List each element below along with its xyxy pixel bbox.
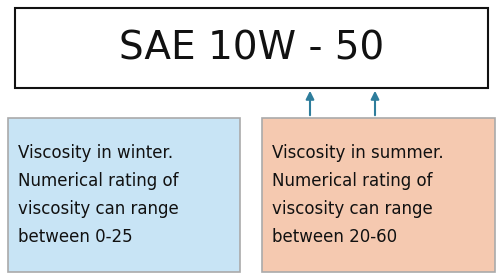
Text: Viscosity in summer.
Numerical rating of
viscosity can range
between 20-60: Viscosity in summer. Numerical rating of… — [272, 144, 444, 246]
Text: SAE 10W - 50: SAE 10W - 50 — [119, 29, 384, 67]
FancyBboxPatch shape — [262, 118, 495, 272]
FancyBboxPatch shape — [8, 118, 240, 272]
FancyBboxPatch shape — [15, 8, 488, 88]
Text: Viscosity in winter.
Numerical rating of
viscosity can range
between 0-25: Viscosity in winter. Numerical rating of… — [18, 144, 179, 246]
